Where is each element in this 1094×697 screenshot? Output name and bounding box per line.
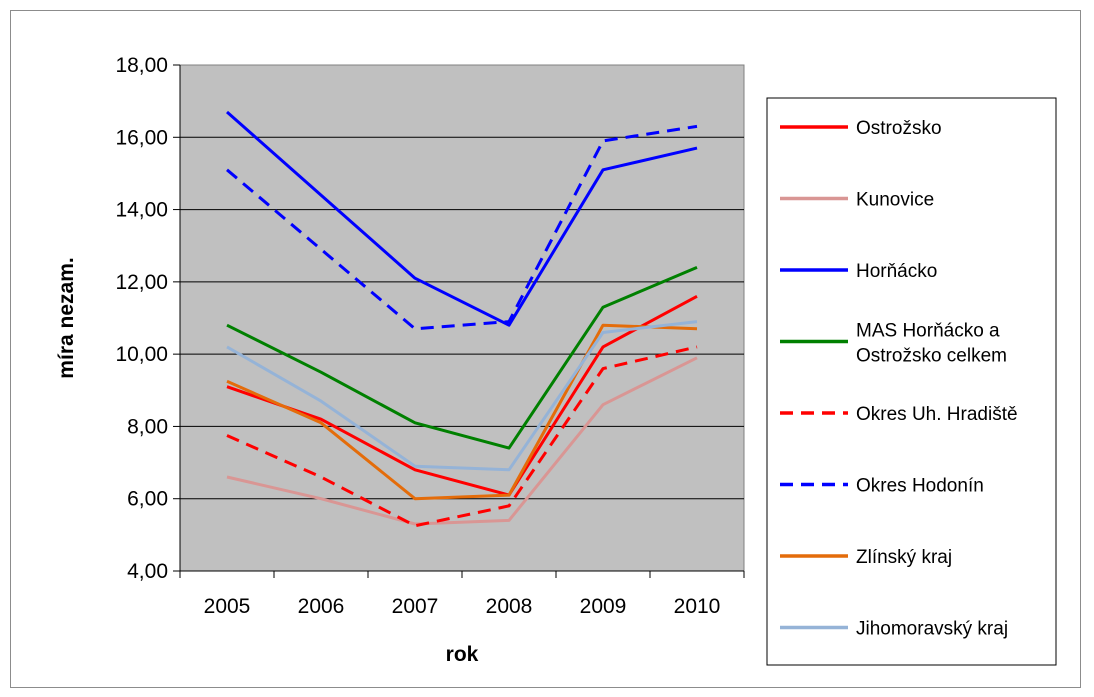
- series-line-3: [226, 266, 698, 450]
- legend-label-1: Kunovice: [856, 190, 934, 211]
- x-tick-label: 2008: [486, 595, 533, 618]
- x-tick-label: 2010: [674, 595, 721, 618]
- y-axis-title: míra nezam.: [55, 257, 78, 378]
- x-tick-label: 2007: [392, 595, 439, 618]
- y-tick-label: 14,00: [115, 199, 168, 222]
- series-line-4: [226, 345, 698, 528]
- legend-label-0: Ostrožsko: [856, 118, 942, 139]
- series-line-7: [226, 320, 698, 472]
- y-tick-label: 4,00: [127, 560, 168, 583]
- legend-label-6: Zlínský kraj: [856, 547, 952, 568]
- legend-box: [766, 97, 1057, 666]
- y-tick-label: 10,00: [115, 343, 168, 366]
- series-line-6: [226, 323, 698, 501]
- y-tick-label: 18,00: [115, 54, 168, 77]
- x-tick-label: 2009: [580, 595, 627, 618]
- x-tick-label: 2005: [204, 595, 251, 618]
- x-tick-label: 2006: [298, 595, 345, 618]
- y-tick-label: 6,00: [127, 488, 168, 511]
- legend-label-5: Okres Hodonín: [856, 476, 984, 497]
- series-line-1: [226, 356, 698, 526]
- legend-label-3: Ostrožsko celkem: [856, 346, 1007, 367]
- legend-label-7: Jihomoravský kraj: [856, 619, 1008, 640]
- y-tick-label: 8,00: [127, 415, 168, 438]
- y-tick-label: 12,00: [115, 271, 168, 294]
- legend-label-4: Okres Uh. Hradiště: [856, 404, 1018, 425]
- legend-label-3: MAS Horňácko a: [856, 321, 1000, 342]
- series-line-2: [226, 110, 698, 327]
- legend-label-2: Horňácko: [856, 261, 937, 282]
- y-tick-label: 16,00: [115, 126, 168, 149]
- series-line-0: [226, 294, 698, 497]
- x-axis-title: rok: [446, 643, 479, 666]
